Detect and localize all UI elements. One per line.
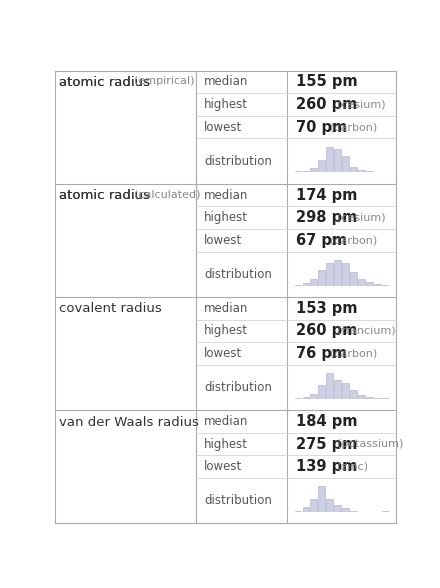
Text: 155 pm: 155 pm [296, 74, 357, 89]
Text: (carbon): (carbon) [330, 122, 378, 132]
Text: highest: highest [204, 325, 248, 338]
Text: atomic radius: atomic radius [59, 76, 154, 89]
Text: 76 pm: 76 pm [296, 346, 347, 361]
Text: 153 pm: 153 pm [296, 300, 357, 316]
Text: (francium): (francium) [337, 326, 396, 336]
Text: atomic radius: atomic radius [59, 189, 150, 202]
Text: (cesium): (cesium) [337, 99, 385, 109]
Text: 275 pm: 275 pm [296, 436, 357, 452]
Text: 139 pm: 139 pm [296, 459, 357, 475]
Text: (carbon): (carbon) [330, 235, 378, 245]
Text: lowest: lowest [204, 460, 242, 473]
Text: 174 pm: 174 pm [296, 188, 357, 203]
Text: (potassium): (potassium) [337, 439, 403, 449]
Text: median: median [204, 189, 249, 202]
Text: (cesium): (cesium) [337, 213, 385, 223]
Text: (calculated): (calculated) [134, 189, 200, 199]
Text: distribution: distribution [204, 155, 272, 168]
Text: atomic radius: atomic radius [59, 189, 154, 202]
Text: distribution: distribution [204, 268, 272, 281]
Text: (carbon): (carbon) [330, 349, 378, 359]
Text: distribution: distribution [204, 381, 272, 394]
Text: covalent radius: covalent radius [59, 302, 162, 315]
Text: 260 pm: 260 pm [296, 97, 357, 112]
Text: atomic radius: atomic radius [59, 76, 150, 89]
Text: median: median [204, 75, 249, 88]
Text: lowest: lowest [204, 121, 242, 133]
Text: 67 pm: 67 pm [296, 233, 347, 248]
Text: (empirical): (empirical) [134, 76, 194, 86]
Text: lowest: lowest [204, 234, 242, 247]
Text: highest: highest [204, 211, 248, 224]
Text: (zinc): (zinc) [337, 462, 368, 472]
Text: lowest: lowest [204, 347, 242, 360]
Text: 298 pm: 298 pm [296, 210, 357, 225]
Text: highest: highest [204, 437, 248, 450]
Text: median: median [204, 415, 249, 428]
Text: 184 pm: 184 pm [296, 414, 357, 429]
Text: van der Waals radius: van der Waals radius [59, 416, 199, 429]
Text: 260 pm: 260 pm [296, 323, 357, 339]
Text: highest: highest [204, 98, 248, 111]
Text: median: median [204, 302, 249, 315]
Text: distribution: distribution [204, 494, 272, 507]
Text: 70 pm: 70 pm [296, 119, 347, 135]
